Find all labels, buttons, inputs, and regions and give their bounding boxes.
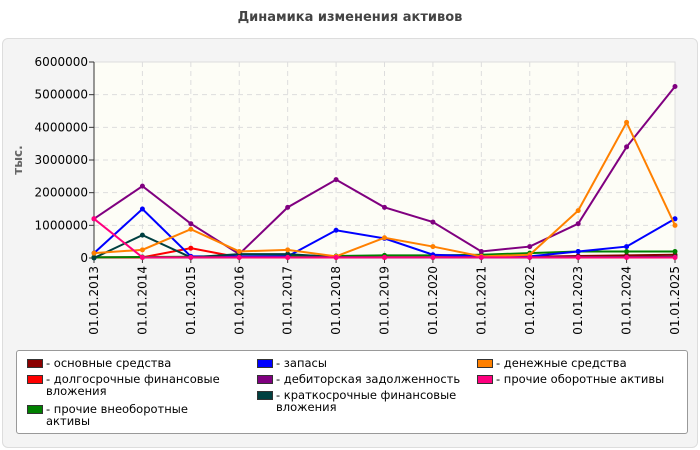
x-tick-label: 01.01.2017 [281,266,295,335]
legend-swatch [477,359,493,368]
data-point [624,254,630,260]
x-tick-label: 01.01.2024 [620,266,634,335]
data-point [333,254,339,260]
data-point [285,254,291,260]
data-point [672,84,678,89]
data-point [478,248,484,254]
data-point [91,255,97,261]
data-point [672,222,678,228]
data-point [624,248,630,254]
data-point [624,144,630,150]
x-tick-label: 01.01.2016 [232,266,246,335]
legend-swatch [27,405,43,414]
data-point [188,245,194,251]
data-point [236,248,242,254]
legend-item: - прочие оборотные активы [477,373,682,385]
y-tick-label: 0 [80,251,88,265]
data-point [527,254,533,260]
data-point [139,254,145,260]
x-tick-label: 01.01.2018 [329,266,343,335]
x-tick-label: 01.01.2020 [426,266,440,335]
data-point [672,254,678,260]
x-tick-label: 01.01.2014 [135,266,149,335]
legend-swatch [27,359,43,368]
legend-label: - краткосрочные финансовые вложения [276,388,457,414]
data-point [139,206,145,212]
data-point [333,177,339,183]
data-point [188,226,194,232]
data-point [382,254,387,260]
data-point [575,254,581,260]
data-point [430,254,436,260]
y-tick-label: 3000000 [35,153,88,167]
data-point [236,254,242,260]
x-tick-label: 01.01.2023 [571,266,585,335]
data-point [478,254,484,260]
line-chart: 0 1000000 2000000 3000000 4000000 5000000 6000… [11,55,682,335]
data-point [382,204,387,210]
legend-item: - запасы [257,357,462,369]
legend-item: - денежные средства [477,357,682,369]
legend-item: - дебиторская задолженность [257,373,462,385]
legend-label: - прочие внеоборотные активы [46,402,188,428]
legend-label: - запасы [276,356,327,370]
data-point [91,216,97,222]
y-tick-label: 1000000 [35,218,88,232]
y-tick-label: 4000000 [35,120,88,134]
data-point [285,204,291,210]
x-tick-label: 01.01.2021 [474,266,488,335]
legend-item: - долгосрочные финансовые вложения [27,373,232,397]
x-tick-label: 01.01.2013 [87,266,101,335]
x-tick-label: 01.01.2022 [523,266,537,335]
legend-label: - основные средства [46,356,172,370]
data-point [91,250,97,256]
x-tick-label: 01.01.2019 [378,266,392,335]
data-point [285,247,291,253]
legend-item: - прочие внеоборотные активы [27,403,232,427]
x-tick-label: 01.01.2025 [668,266,682,335]
legend-item: - основные средства [27,357,232,369]
legend-swatch [257,375,273,384]
y-tick-label: 6000000 [35,55,88,69]
y-axis-label: тыс. [11,145,25,174]
data-point [672,248,678,254]
data-point [333,227,339,233]
legend-label: - дебиторская задолженность [276,372,461,386]
data-point [382,235,387,241]
y-tick-label: 5000000 [35,88,88,102]
legend-swatch [27,375,43,384]
legend-swatch [257,391,273,400]
data-point [624,244,630,250]
x-tick-label: 01.01.2015 [184,266,198,335]
legend-label: - денежные средства [496,356,627,370]
data-point [672,216,678,222]
legend-label: - долгосрочные финансовые вложения [46,372,220,398]
data-point [575,221,581,227]
legend-item: - краткосрочные финансовые вложения [257,389,462,413]
data-point [139,183,145,189]
data-point [527,244,533,250]
chart-title: Динамика изменения активов [237,10,463,25]
data-point [575,248,581,254]
legend-swatch [477,375,493,384]
data-point [188,254,194,260]
legend-label: - прочие оборотные активы [496,372,665,386]
legend-swatch [257,359,273,368]
data-point [575,208,581,214]
data-point [624,119,630,125]
data-point [430,219,436,225]
data-point [139,232,145,238]
legend: - основные средства - долгосрочные финанс… [16,350,688,434]
data-point [188,221,194,227]
data-point [139,247,145,253]
y-tick-label: 2000000 [35,186,88,200]
data-point [430,244,436,250]
